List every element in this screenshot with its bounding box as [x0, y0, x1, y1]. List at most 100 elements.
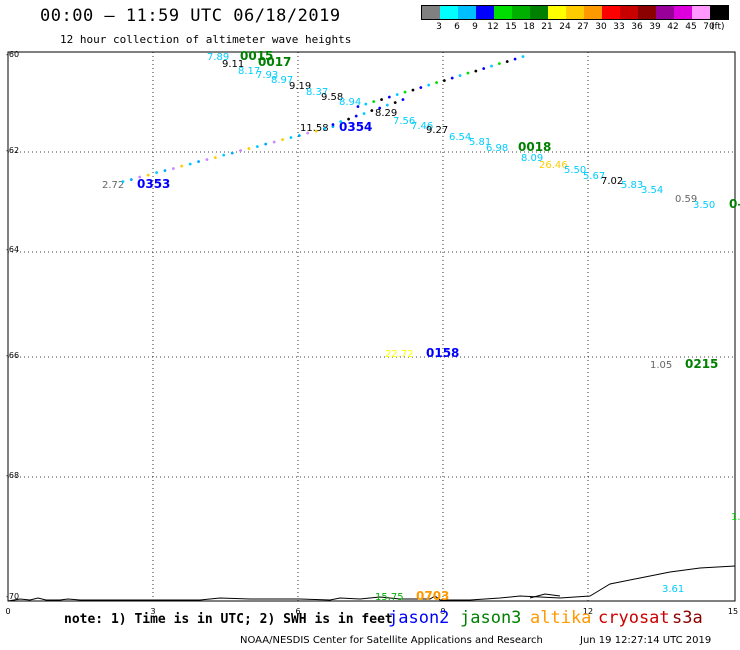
legend-label: 6: [454, 22, 460, 32]
map-subtitle: 12 hour collection of altimeter wave hei…: [60, 33, 352, 46]
track-marker: •: [520, 52, 526, 63]
wave-height-label: 8.09: [521, 153, 543, 164]
track-marker: •: [504, 57, 510, 68]
wave-height-label: 9.11: [222, 59, 244, 70]
satellite-cryosat: cryosat: [598, 608, 670, 628]
track-marker: •: [330, 122, 336, 133]
wave-height-label: 5.83: [621, 180, 643, 191]
track-marker: •: [170, 164, 176, 175]
satellite-jason2: jason2: [388, 608, 450, 628]
x-tick-label: 9: [440, 607, 445, 616]
satellite-altika: altika: [530, 608, 592, 628]
track-marker: •: [338, 117, 344, 128]
plot-frame: [7, 51, 736, 602]
legend-swatch: [674, 6, 692, 19]
x-tick-label: 15: [728, 607, 738, 616]
x-tick-label: 3: [150, 607, 155, 616]
wave-height-label: 7.56: [393, 116, 415, 127]
map-title: 00:00 – 11:59 UTC 06/18/2019: [40, 6, 341, 26]
legend-swatch: [602, 6, 620, 19]
track-marker: •: [313, 126, 319, 137]
wave-height-label: 8.37: [306, 87, 328, 98]
grid-lines: [8, 52, 735, 601]
track-marker: •: [496, 59, 502, 70]
track-marker: •: [120, 177, 126, 188]
y-tick-label: -70: [6, 592, 19, 601]
legend-label: 24: [559, 22, 571, 32]
wave-height-label: 8.29: [375, 108, 397, 119]
track-marker: •: [386, 93, 392, 104]
track-marker: •: [346, 114, 352, 125]
track-marker: •: [371, 97, 377, 108]
track-marker: •: [355, 102, 361, 113]
track-marker: •: [330, 120, 336, 131]
credit: NOAA/NESDIS Center for Satellite Applica…: [240, 635, 543, 646]
track-marker: •: [473, 66, 479, 77]
legend-label: 39: [649, 22, 661, 32]
x-tick-label: 0: [5, 607, 10, 616]
y-tick-label: -62: [6, 146, 19, 155]
track-marker: •: [400, 95, 406, 106]
y-tick-label: -66: [6, 351, 19, 360]
legend-swatch: [548, 6, 566, 19]
track-marker: •: [353, 112, 359, 123]
legend-label: 18: [523, 22, 535, 32]
pass-time-label: 0703: [416, 589, 449, 603]
legend-label: 15: [505, 22, 517, 32]
track-marker: •: [426, 81, 432, 92]
track-marker: •: [377, 103, 383, 114]
track-marker: •: [489, 62, 495, 73]
generated-timestamp: Jun 19 12:27:14 UTC 2019: [580, 635, 712, 646]
x-tick-label: 12: [583, 607, 593, 616]
wave-height-label: 8.97: [271, 75, 293, 86]
wave-height-label: 5.50: [564, 165, 586, 176]
track-marker: •: [187, 159, 193, 170]
wave-height-legend: (ft) 3 6 9 12 15 18 21 24 27 30 33 36 39 42 45 70: [421, 5, 729, 32]
satellite-jason3: jason3: [460, 608, 522, 628]
track-marker: •: [394, 90, 400, 101]
track-marker: •: [128, 175, 134, 186]
track-marker: •: [361, 109, 367, 120]
wave-height-label: 7.02: [601, 176, 623, 187]
wave-height-label: 1.05: [650, 360, 672, 371]
y-tick-label: -68: [6, 471, 19, 480]
legend-label: 45: [685, 22, 697, 32]
wave-height-label: 9.27: [426, 125, 448, 136]
legend-swatch: [422, 6, 440, 19]
wave-height-label: 6.98: [486, 143, 508, 154]
track-marker: •: [154, 168, 160, 179]
legend-label: 9: [472, 22, 478, 32]
wave-height-label: 9.19: [289, 81, 311, 92]
coastline: [7, 565, 736, 602]
track-marker: •: [137, 173, 143, 184]
legend-label: 3: [436, 22, 442, 32]
legend-swatch: [458, 6, 476, 19]
wave-height-label: 9.58: [321, 92, 343, 103]
track-marker: •: [465, 69, 471, 80]
pass-time-label: 0017: [258, 55, 291, 69]
wave-height-label: 7.89: [207, 52, 229, 63]
legend-label: 27: [577, 22, 589, 32]
legend-swatch: [512, 6, 530, 19]
track-marker: •: [179, 162, 185, 173]
axis-ticks: -60 -62 -64 -66 -68 -70 0 3 6 9 12 15: [5, 50, 738, 616]
legend-color-bar: [421, 5, 729, 20]
footnote: note: 1) Time is in UTC; 2) SWH is in fe…: [64, 612, 393, 627]
y-tick-label: -64: [6, 245, 19, 254]
pass-time-label: 0–: [729, 197, 740, 211]
y-tick-label: -60: [6, 50, 19, 59]
track-marker: •: [280, 135, 286, 146]
x-tick-label: 6: [295, 607, 300, 616]
track-marker: •: [384, 101, 390, 112]
track-marker: •: [196, 157, 202, 168]
track-marker: •: [212, 153, 218, 164]
legend-label: 36: [631, 22, 643, 32]
legend-swatch: [692, 6, 710, 19]
satellite-s3a: s3a: [672, 608, 703, 628]
pass-time-label: 0015: [240, 49, 273, 63]
wave-height-label: 1.: [731, 512, 740, 523]
wave-height-label: 7.46: [411, 121, 433, 132]
